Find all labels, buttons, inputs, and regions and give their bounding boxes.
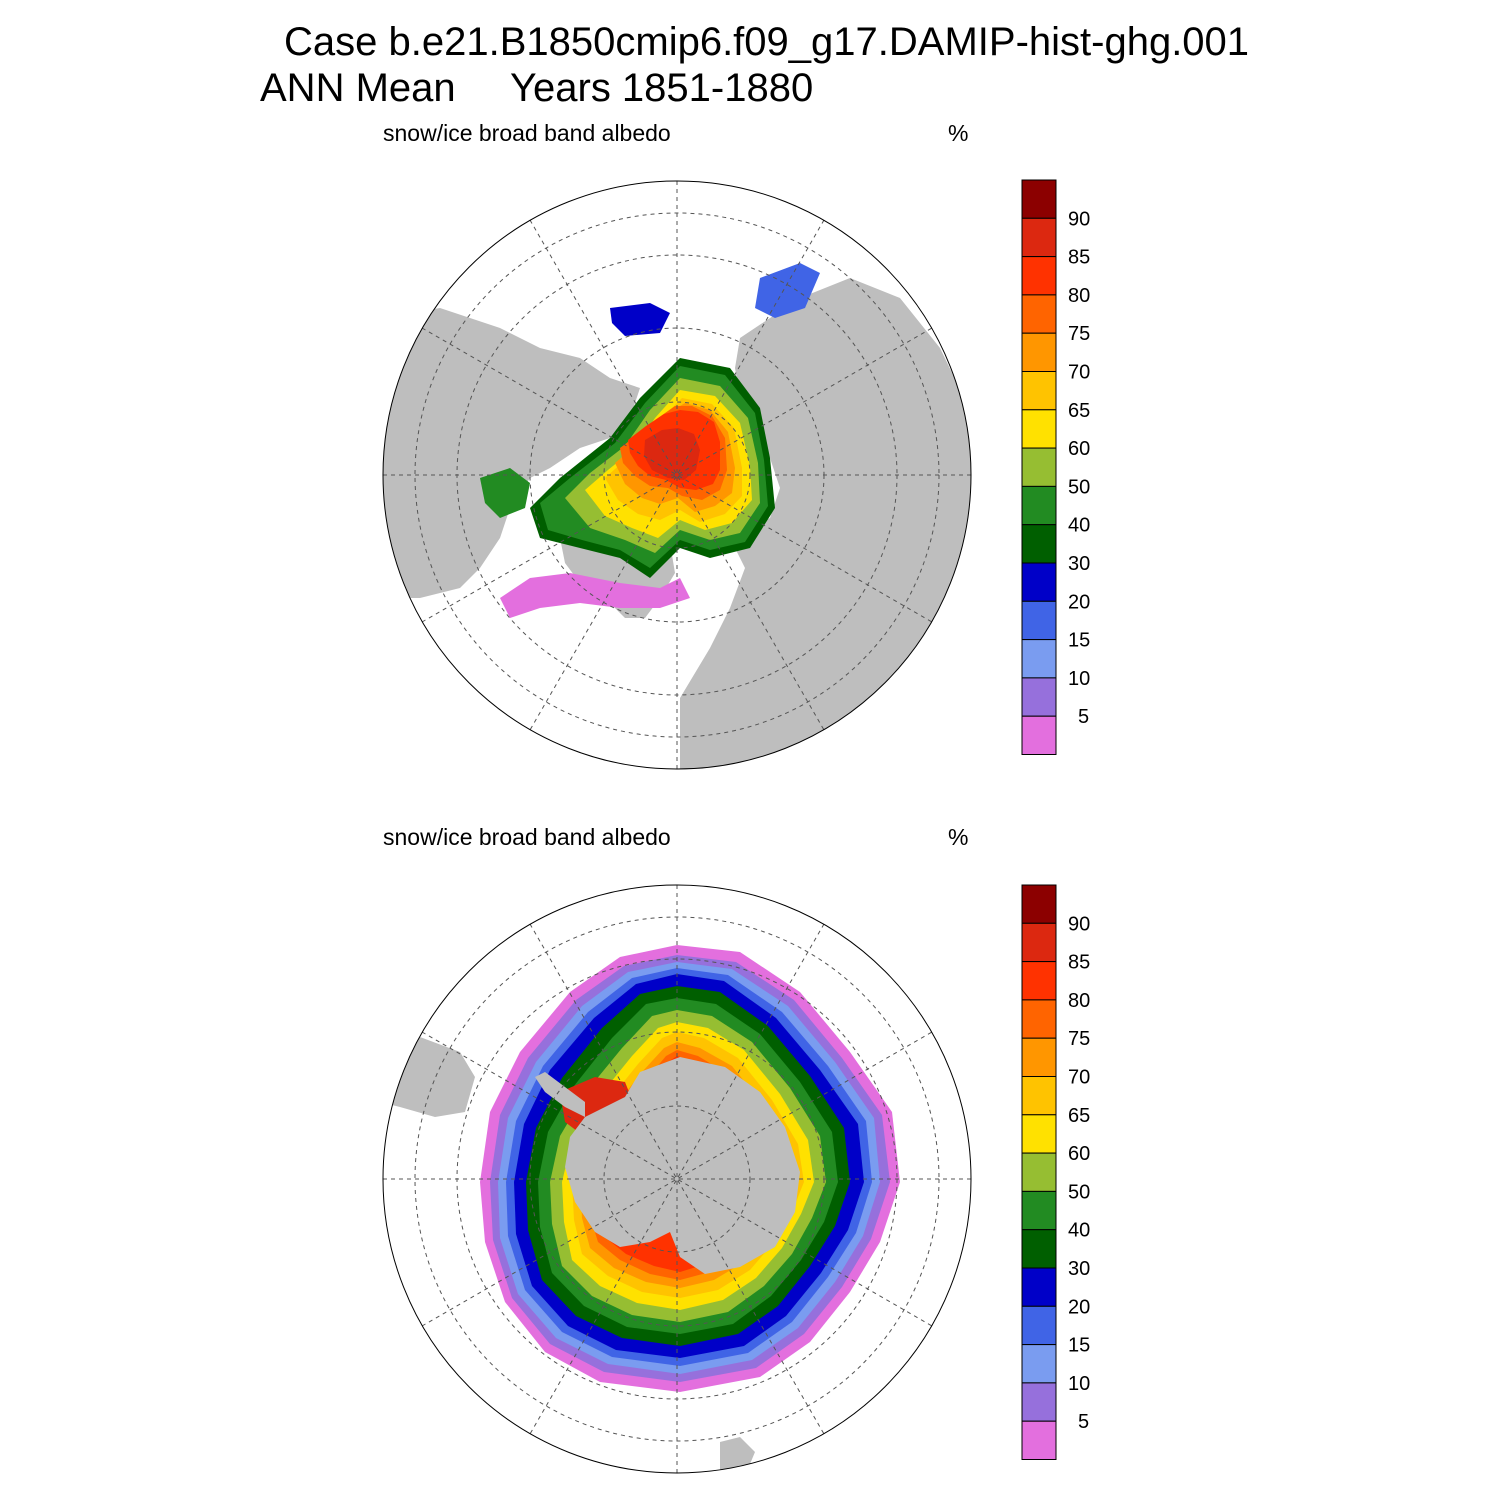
north-colorbar-box-4 — [1021, 562, 1057, 602]
north-colorbar-box-7 — [1021, 447, 1057, 487]
north-map-border — [382, 180, 972, 770]
south-polar-map — [382, 884, 972, 1474]
north-colorbar-box-5 — [1021, 524, 1057, 564]
south-colorbar-tick-label: 75 — [1068, 1028, 1090, 1050]
panel-south-label: snow/ice broad band albedo — [383, 824, 671, 850]
south-colorbar-tick-label: 20 — [1068, 1296, 1090, 1318]
north-hudson-ice — [480, 468, 530, 518]
north-colorbar-tick-label: 90 — [1068, 208, 1090, 230]
south-colorbar-tick-label: 85 — [1068, 952, 1090, 974]
south-colorbar-box-11 — [1021, 999, 1057, 1039]
south-colorbar-tick-label: 65 — [1068, 1105, 1090, 1127]
north-colorbar-box-13 — [1021, 217, 1057, 258]
north-colorbar-tick-label: 80 — [1068, 285, 1090, 307]
south-colorbar-box-4 — [1021, 1267, 1057, 1307]
north-bering-ice — [755, 263, 820, 318]
north-colorbar-box-9 — [1021, 371, 1057, 411]
north-ice-c90 — [644, 428, 700, 480]
south-colorbar-box-5 — [1021, 1229, 1057, 1269]
south-land-antarctica — [565, 1057, 800, 1274]
south-land-peninsula — [535, 1072, 585, 1117]
north-colorbar-box-3 — [1021, 600, 1057, 641]
south-colorbar-box-10 — [1021, 1037, 1057, 1077]
south-colorbar-tick-label: 90 — [1068, 913, 1090, 935]
south-colorbar-tick-label: 80 — [1068, 990, 1090, 1012]
south-colorbar-tick-label: 15 — [1068, 1335, 1090, 1357]
south-colorbar-box-8 — [1021, 1114, 1057, 1154]
north-colorbar-tick-label: 20 — [1068, 591, 1090, 613]
north-land-america — [383, 308, 640, 598]
south-colorbar-box-7 — [1021, 1152, 1057, 1192]
panel-south-unit: % — [948, 824, 969, 850]
north-colorbar-box-14 — [1021, 179, 1057, 219]
north-colorbar-box-2 — [1021, 639, 1057, 679]
figure-title-case: Case b.e21.B1850cmip6.f09_g17.DAMIP-hist… — [284, 20, 1250, 64]
south-graticule — [383, 885, 971, 1473]
north-colorbar-tick-label: 10 — [1068, 668, 1090, 690]
south-colorbar-box-13 — [1021, 922, 1057, 963]
north-colorbar-box-0 — [1021, 715, 1057, 756]
north-colorbar-tick-label: 75 — [1068, 323, 1090, 345]
north-graticule — [383, 181, 971, 769]
south-colorbar-tick-label: 50 — [1068, 1181, 1090, 1203]
south-colorbar-tick-label: 5 — [1078, 1411, 1089, 1433]
figure-title-years: Years 1851-1880 — [510, 66, 814, 110]
north-colorbar-tick-label: 40 — [1068, 515, 1090, 537]
north-colorbar-box-12 — [1021, 256, 1057, 296]
north-colorbar-box-8 — [1021, 409, 1057, 449]
north-colorbar-tick-label: 30 — [1068, 553, 1090, 575]
south-colorbar-tick-label: 40 — [1068, 1220, 1090, 1242]
south-colorbar-box-9 — [1021, 1076, 1057, 1116]
south-map-border — [382, 884, 972, 1474]
north-colorbar-tick-label: 65 — [1068, 400, 1090, 422]
north-colorbar: 5 10 15 20 30 40 50 60 65 70 75 80 85 90 — [1021, 179, 1090, 756]
north-colorbar-box-6 — [1021, 485, 1057, 526]
north-colorbar-tick-label: 15 — [1068, 630, 1090, 652]
south-colorbar-box-2 — [1021, 1344, 1057, 1384]
south-colorbar-box-3 — [1021, 1305, 1057, 1346]
south-colorbar-box-0 — [1021, 1420, 1057, 1461]
south-colorbar-box-12 — [1021, 961, 1057, 1001]
north-colorbar-box-11 — [1021, 294, 1057, 334]
south-colorbar-tick-label: 60 — [1068, 1143, 1090, 1165]
south-colorbar-tick-label: 10 — [1068, 1373, 1090, 1395]
south-colorbar-tick-label: 30 — [1068, 1258, 1090, 1280]
south-colorbar-box-14 — [1021, 884, 1057, 924]
north-okhotsk-ice — [610, 303, 670, 336]
south-colorbar-box-6 — [1021, 1190, 1057, 1231]
south-colorbar: 5 10 15 20 30 40 50 60 65 70 75 80 85 90 — [1021, 884, 1090, 1461]
north-colorbar-tick-label: 50 — [1068, 476, 1090, 498]
north-polar-map — [382, 180, 972, 770]
panel-north-unit: % — [948, 120, 969, 146]
figure-title-season: ANN Mean — [260, 66, 456, 110]
north-colorbar-tick-label: 85 — [1068, 247, 1090, 269]
north-atlantic-edge — [500, 573, 690, 618]
north-colorbar-tick-label: 70 — [1068, 362, 1090, 384]
south-colorbar-box-1 — [1021, 1382, 1057, 1422]
north-colorbar-tick-label: 5 — [1078, 706, 1089, 728]
north-colorbar-tick-label: 60 — [1068, 438, 1090, 460]
north-colorbar-box-10 — [1021, 332, 1057, 372]
north-colorbar-box-1 — [1021, 677, 1057, 717]
panel-north-label: snow/ice broad band albedo — [383, 120, 671, 146]
south-colorbar-tick-label: 70 — [1068, 1067, 1090, 1089]
